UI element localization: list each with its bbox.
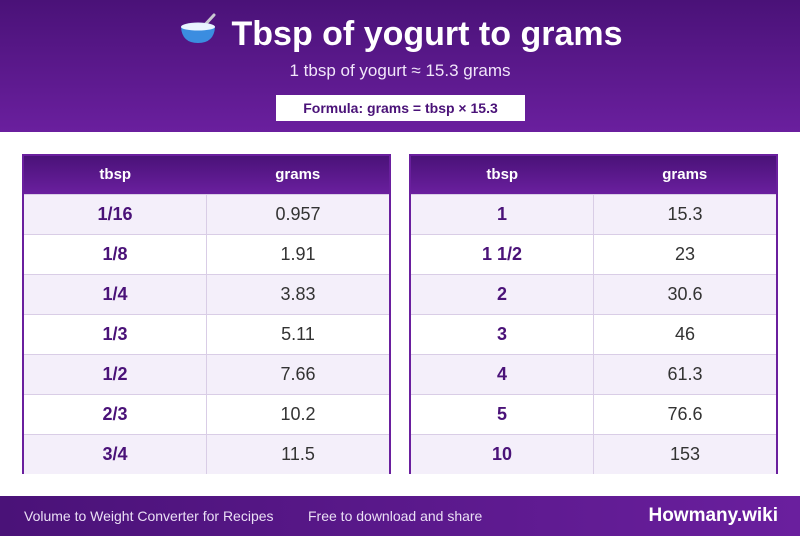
table-row: 1 1/2 23: [411, 234, 776, 274]
table-body: 1/16 0.957 1/8 1.91 1/4 3.83 1/3 5.11 1/2 7.6…: [24, 194, 389, 474]
title-text: Tbsp of yogurt to grams: [231, 15, 623, 53]
table-row: 2 30.6: [411, 274, 776, 314]
subtitle: 1 tbsp of yogurt ≈ 15.3 grams: [289, 61, 511, 80]
table-row: 1/4 3.83: [24, 274, 389, 314]
conversion-table-left: tbsp grams 1/16 0.957 1/8 1.91 1/4 3.83 1/3…: [22, 154, 391, 474]
table-row: 3/4 11.5: [24, 434, 389, 474]
table-row: 1/16 0.957: [24, 194, 389, 234]
table-row: 1/2 7.66: [24, 354, 389, 394]
tbsp-cell: 5: [411, 395, 594, 434]
grams-cell: 15.3: [667, 204, 703, 224]
table-row: 2/3 10.2: [24, 394, 389, 434]
column-header-tbsp: tbsp: [486, 166, 519, 183]
grams-cell: 30.6: [667, 284, 703, 304]
brand-logo-text[interactable]: Howmany.wiki: [648, 505, 778, 526]
tbsp-cell: 3: [411, 315, 594, 354]
table-row: 10 153: [411, 434, 776, 474]
grams-cell: 5.11: [281, 324, 315, 344]
grams-cell: 3.83: [280, 284, 316, 304]
column-header-grams: grams: [662, 166, 708, 183]
tbsp-cell: 3/4: [24, 435, 207, 474]
page-title: Tbsp of yogurt to grams: [0, 12, 800, 58]
table-header: tbsp grams: [24, 156, 389, 194]
table-row: 4 61.3: [411, 354, 776, 394]
footer-tagline: Volume to Weight Converter for Recipes: [24, 508, 274, 524]
grams-cell: 61.3: [667, 364, 703, 384]
table-row: 3 46: [411, 314, 776, 354]
grams-cell: 7.66: [280, 364, 316, 384]
table-row: 1/3 5.11: [24, 314, 389, 354]
column-header-grams: grams: [275, 166, 321, 183]
formula-badge: Formula: grams = tbsp × 15.3: [276, 95, 525, 121]
footer-bar: Volume to Weight Converter for Recipes F…: [0, 496, 800, 536]
tbsp-cell: 4: [411, 355, 594, 394]
grams-cell: 46: [674, 324, 696, 344]
table-row: 5 76.6: [411, 394, 776, 434]
grams-cell: 1.91: [280, 244, 316, 264]
tbsp-cell: 1/16: [24, 195, 207, 234]
table-body: 1 15.3 1 1/2 23 2 30.6 3 46 4 61.3 5 76.6 10 15…: [411, 194, 776, 474]
grams-cell: 23: [674, 244, 696, 264]
tbsp-cell: 2/3: [24, 395, 207, 434]
table-row: 1/8 1.91: [24, 234, 389, 274]
tbsp-cell: 1/3: [24, 315, 207, 354]
header-banner: Tbsp of yogurt to grams 1 tbsp of yogurt…: [0, 0, 800, 132]
tbsp-cell: 2: [411, 275, 594, 314]
conversion-table-right: tbsp grams 1 15.3 1 1/2 23 2 30.6 3 46 4 61.3…: [409, 154, 778, 474]
footer-share-note: Free to download and share: [308, 508, 483, 524]
tbsp-cell: 1/4: [24, 275, 207, 314]
bowl-with-spoon-icon: [178, 12, 218, 55]
tbsp-cell: 1: [411, 195, 594, 234]
table-header: tbsp grams: [411, 156, 776, 194]
grams-cell: 10.2: [280, 404, 316, 424]
table-row: 1 15.3: [411, 194, 776, 234]
grams-cell: 153: [669, 444, 701, 464]
tbsp-cell: 1 1/2: [411, 235, 594, 274]
grams-cell: 76.6: [667, 404, 703, 424]
tbsp-cell: 1/8: [24, 235, 207, 274]
grams-cell: 11.5: [281, 444, 315, 464]
tbsp-cell: 1/2: [24, 355, 207, 394]
column-header-tbsp: tbsp: [99, 166, 132, 183]
tbsp-cell: 10: [411, 435, 594, 474]
grams-cell: 0.957: [275, 204, 321, 224]
